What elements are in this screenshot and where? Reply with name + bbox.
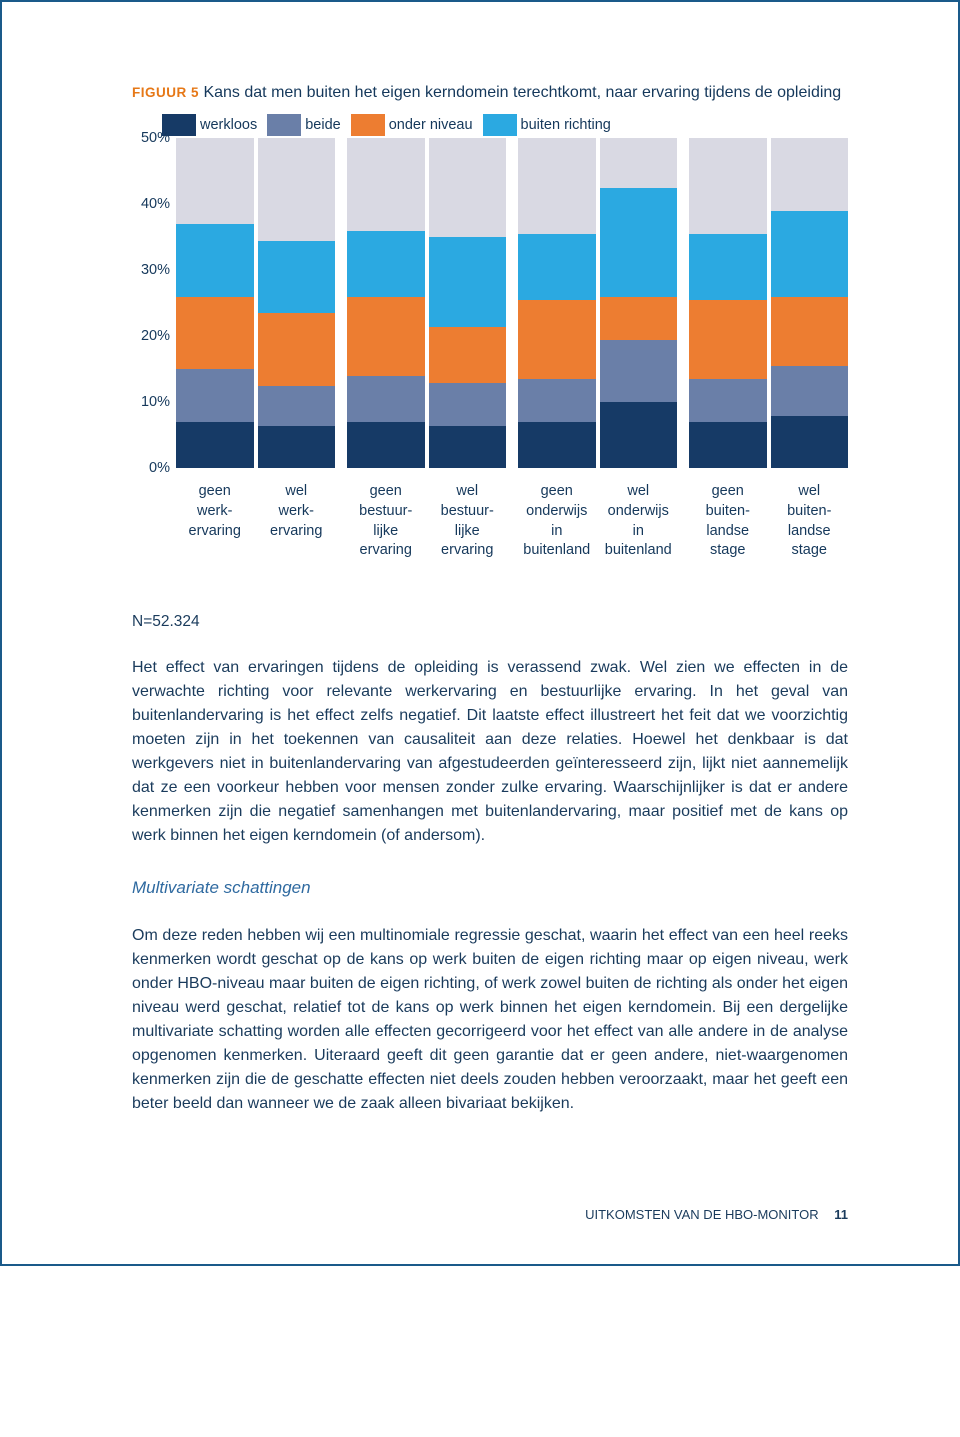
bar-segment-werkloos bbox=[518, 422, 596, 468]
bar-segment-beide bbox=[600, 340, 678, 403]
legend-label: buiten richting bbox=[521, 115, 611, 135]
bar-segment-beide bbox=[347, 376, 425, 422]
bar-segment-buiten_richting bbox=[771, 211, 849, 297]
x-tick-label: geen bestuur- lijke ervaring bbox=[347, 482, 425, 560]
figure-title: FIGUUR 5 Kans dat men buiten het eigen k… bbox=[132, 82, 848, 104]
legend-swatch bbox=[483, 114, 517, 136]
legend-swatch bbox=[351, 114, 385, 136]
x-label-group: geen bestuur- lijke ervaringwel bestuur-… bbox=[347, 482, 506, 560]
sample-size-note: N=52.324 bbox=[132, 611, 848, 633]
bar-segment-onder_niveau bbox=[347, 297, 425, 376]
legend-item: buiten richting bbox=[483, 114, 611, 136]
legend-label: onder niveau bbox=[389, 115, 473, 135]
bar-column bbox=[771, 138, 849, 468]
bar-segment-beide bbox=[429, 383, 507, 426]
bar-segment-beide bbox=[689, 379, 767, 422]
bar-group bbox=[176, 138, 335, 468]
y-tick-label: 30% bbox=[141, 260, 170, 280]
figure-title-text: Kans dat men buiten het eigen kerndomein… bbox=[199, 84, 841, 101]
bar-column bbox=[176, 138, 254, 468]
y-tick-label: 20% bbox=[141, 326, 170, 346]
x-label-group: geen buiten- landse stagewel buiten- lan… bbox=[689, 482, 848, 560]
figure-number: FIGUUR 5 bbox=[132, 85, 199, 100]
x-tick-label: wel onderwijs in buitenland bbox=[600, 482, 678, 560]
x-tick-label: wel buiten- landse stage bbox=[771, 482, 849, 560]
bar-segment-beide bbox=[176, 369, 254, 422]
bar-segment-onder_niveau bbox=[518, 300, 596, 379]
y-tick-label: 50% bbox=[141, 128, 170, 148]
bar-segment-werkloos bbox=[176, 422, 254, 468]
legend-item: beide bbox=[267, 114, 340, 136]
page-number: 11 bbox=[834, 1207, 848, 1222]
y-tick-label: 0% bbox=[149, 458, 170, 478]
legend-swatch bbox=[267, 114, 301, 136]
bar-segment-werkloos bbox=[689, 422, 767, 468]
paragraph-1: Het effect van ervaringen tijdens de opl… bbox=[132, 656, 848, 848]
x-axis-labels: geen werk- ervaringwel werk- ervaringgee… bbox=[176, 482, 848, 560]
bar-segment-werkloos bbox=[347, 422, 425, 468]
bar-segment-onder_niveau bbox=[771, 297, 849, 366]
y-tick-label: 10% bbox=[141, 392, 170, 412]
bar-segment-buiten_richting bbox=[258, 241, 336, 314]
bar-segment-onder_niveau bbox=[600, 297, 678, 340]
bar-column bbox=[600, 138, 678, 468]
bar-segment-buiten_richting bbox=[429, 237, 507, 326]
plot-area bbox=[176, 138, 848, 468]
bar-segment-onder_niveau bbox=[176, 297, 254, 370]
legend-label: beide bbox=[305, 115, 340, 135]
bar-group bbox=[518, 138, 677, 468]
bar-column bbox=[689, 138, 767, 468]
paragraph-2: Om deze reden hebben wij een multinomial… bbox=[132, 924, 848, 1116]
bar-segment-buiten_richting bbox=[518, 234, 596, 300]
bar-segment-werkloos bbox=[771, 416, 849, 469]
bar-column bbox=[518, 138, 596, 468]
legend-item: werkloos bbox=[162, 114, 257, 136]
bar-segment-werkloos bbox=[429, 426, 507, 469]
y-axis: 0%10%20%30%40%50% bbox=[132, 138, 176, 468]
bar-segment-onder_niveau bbox=[689, 300, 767, 379]
bar-segment-onder_niveau bbox=[429, 327, 507, 383]
bar-group bbox=[347, 138, 506, 468]
chart-legend: werkloos beide onder niveau buiten richting bbox=[162, 114, 848, 136]
bar-segment-buiten_richting bbox=[600, 188, 678, 297]
subheading: Multivariate schattingen bbox=[132, 876, 848, 900]
bar-segment-buiten_richting bbox=[176, 224, 254, 297]
x-tick-label: geen werk- ervaring bbox=[176, 482, 254, 560]
footer-text: UITKOMSTEN VAN DE HBO-MONITOR bbox=[585, 1207, 819, 1222]
x-tick-label: geen buiten- landse stage bbox=[689, 482, 767, 560]
legend-item: onder niveau bbox=[351, 114, 473, 136]
bar-segment-buiten_richting bbox=[347, 231, 425, 297]
x-tick-label: wel bestuur- lijke ervaring bbox=[429, 482, 507, 560]
x-tick-label: wel werk- ervaring bbox=[258, 482, 336, 560]
legend-label: werkloos bbox=[200, 115, 257, 135]
bar-segment-werkloos bbox=[600, 402, 678, 468]
bar-segment-onder_niveau bbox=[258, 313, 336, 386]
bar-column bbox=[258, 138, 336, 468]
x-label-group: geen onderwijs in buitenlandwel onderwij… bbox=[518, 482, 677, 560]
page-footer: UITKOMSTEN VAN DE HBO-MONITOR 11 bbox=[132, 1206, 848, 1224]
bar-column bbox=[429, 138, 507, 468]
bar-column bbox=[347, 138, 425, 468]
y-tick-label: 40% bbox=[141, 194, 170, 214]
bar-group bbox=[689, 138, 848, 468]
bar-segment-buiten_richting bbox=[689, 234, 767, 300]
bar-segment-beide bbox=[518, 379, 596, 422]
x-label-group: geen werk- ervaringwel werk- ervaring bbox=[176, 482, 335, 560]
bar-segment-werkloos bbox=[258, 426, 336, 469]
bar-segment-beide bbox=[771, 366, 849, 416]
chart: 0%10%20%30%40%50% geen werk- ervaringwel… bbox=[132, 138, 848, 560]
x-tick-label: geen onderwijs in buitenland bbox=[518, 482, 596, 560]
bar-segment-beide bbox=[258, 386, 336, 426]
